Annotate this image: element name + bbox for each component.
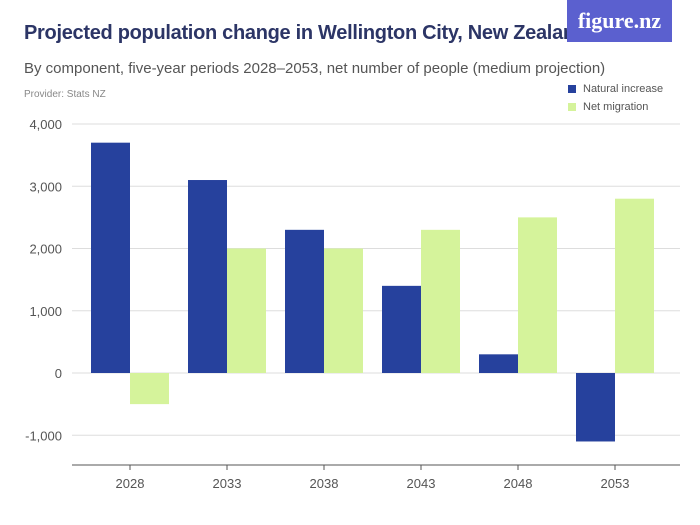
bar-net-migration-2033 xyxy=(227,248,266,373)
y-tick-label: 2,000 xyxy=(29,242,62,257)
y-tick-label: 3,000 xyxy=(29,179,62,194)
figure-nz-logo[interactable]: figure.nz xyxy=(567,0,672,42)
bar-natural-increase-2033 xyxy=(188,180,227,373)
bar-net-migration-2028 xyxy=(130,373,169,405)
x-tick-label: 2028 xyxy=(116,476,145,491)
legend-label: Natural increase xyxy=(583,83,664,95)
y-tick-label: 4,000 xyxy=(29,117,62,132)
x-tick-label: 2033 xyxy=(213,476,242,491)
bar-net-migration-2053 xyxy=(615,198,654,373)
bar-natural-increase-2038 xyxy=(285,229,324,373)
y-tick-label: 0 xyxy=(55,366,62,381)
x-tick-label: 2048 xyxy=(504,476,533,491)
chart-title: Projected population change in Wellingto… xyxy=(24,22,587,44)
x-tick-label: 2053 xyxy=(601,476,630,491)
bar-natural-increase-2028 xyxy=(91,142,130,373)
bar-net-migration-2043 xyxy=(421,229,460,373)
legend-item-natural-increase: Natural increase xyxy=(568,83,663,95)
x-tick-label: 2043 xyxy=(407,476,436,491)
legend-swatch xyxy=(568,85,576,93)
y-tick-label: 1,000 xyxy=(29,304,62,319)
x-tick-label: 2038 xyxy=(310,476,339,491)
y-tick-label: -1,000 xyxy=(25,428,62,443)
bar-natural-increase-2048 xyxy=(479,354,518,373)
bar-natural-increase-2053 xyxy=(576,373,615,442)
chart-subtitle: By component, five-year periods 2028–205… xyxy=(24,60,606,77)
bar-net-migration-2038 xyxy=(324,248,363,373)
bar-natural-increase-2043 xyxy=(382,285,421,373)
legend: Natural increase Net migration xyxy=(568,83,663,119)
legend-label: Net migration xyxy=(583,101,649,113)
legend-item-net-migration: Net migration xyxy=(568,101,663,113)
legend-swatch xyxy=(568,103,576,111)
provider-label: Provider: Stats NZ xyxy=(24,89,106,100)
bar-net-migration-2048 xyxy=(518,217,557,373)
